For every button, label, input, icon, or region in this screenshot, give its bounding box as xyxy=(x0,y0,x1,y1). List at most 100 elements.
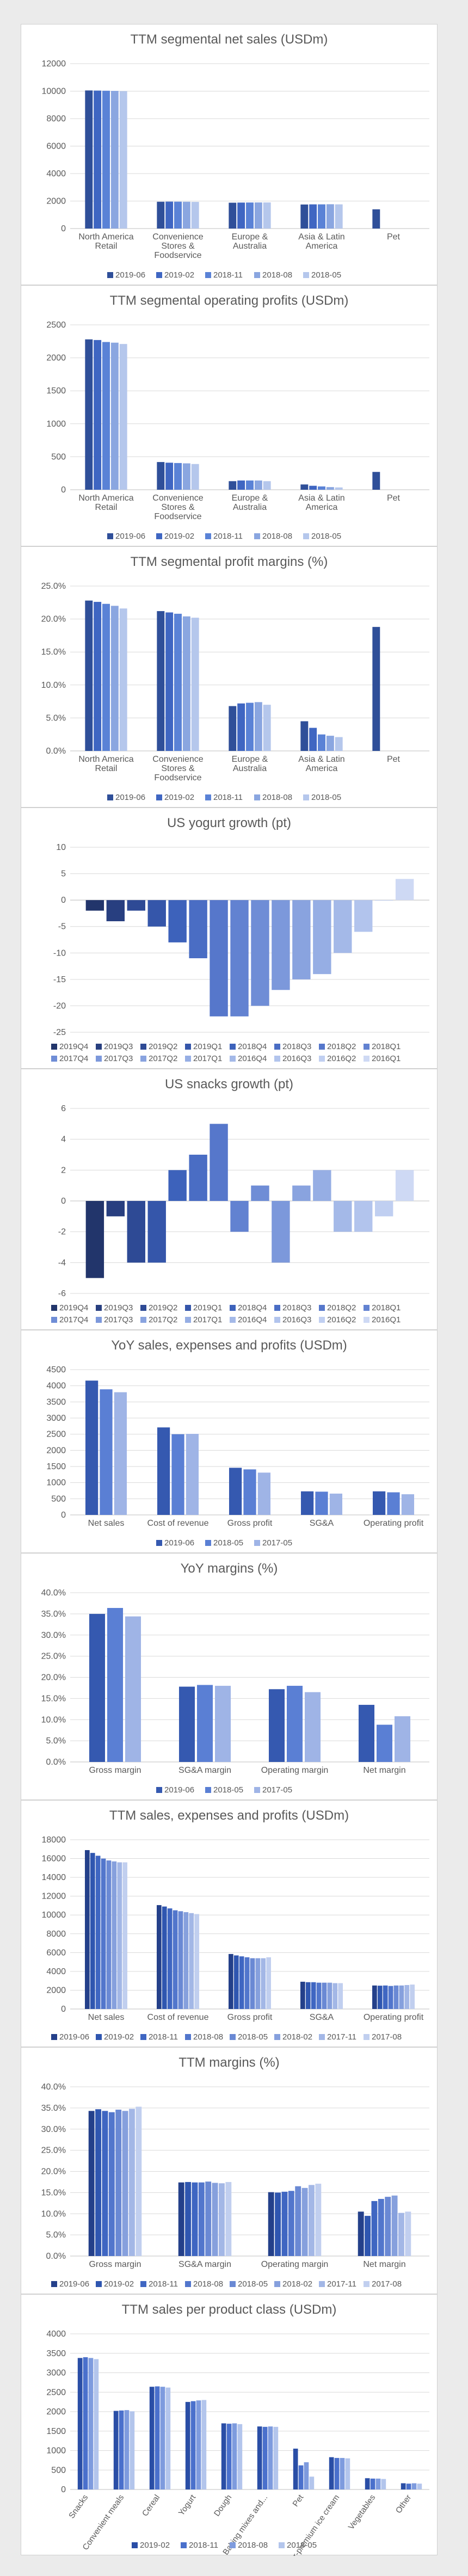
legend-label: 2019Q3 xyxy=(104,1042,133,1051)
bar xyxy=(185,2402,190,2489)
legend-swatch xyxy=(156,1787,162,1793)
y-tick-label: 8000 xyxy=(46,114,66,124)
legend-swatch xyxy=(96,1317,102,1323)
y-tick-label: 10.0% xyxy=(41,2209,66,2218)
legend-swatch xyxy=(319,1056,325,1062)
legend-label: 2019-06 xyxy=(59,2279,89,2289)
bar xyxy=(85,339,93,490)
y-tick-label: 16000 xyxy=(42,1854,66,1864)
y-tick-label: 10.0% xyxy=(41,1715,66,1724)
legend-label: 2019-06 xyxy=(59,2032,89,2042)
y-tick-label: 12000 xyxy=(42,59,66,69)
bar xyxy=(292,900,311,979)
legend-swatch xyxy=(274,1305,280,1311)
bar xyxy=(281,2191,288,2256)
bar xyxy=(394,1716,411,1762)
legend-label: 2019Q1 xyxy=(193,1042,222,1051)
legend-label: 2018-05 xyxy=(287,2541,317,2550)
x-tick-label-line: Gross margin xyxy=(89,2260,141,2269)
chart-panel-7: YoY margins (%) 0.0% 5.0% 10.0% 15.0% 20.0% 25… xyxy=(21,1553,438,1800)
bar xyxy=(298,2465,304,2489)
x-tick-label-line: Operating margin xyxy=(261,1766,329,1775)
legend-swatch xyxy=(319,1305,325,1311)
x-tick-label: Net margin xyxy=(363,1766,405,1775)
bar xyxy=(309,728,317,751)
bar xyxy=(257,1472,271,1515)
legend-label: 2018-08 xyxy=(262,793,292,802)
bar xyxy=(404,1985,410,2009)
bar xyxy=(90,1853,95,2009)
x-tick-label: Europe & Australia xyxy=(232,232,268,251)
legend-label: 2019Q4 xyxy=(59,1303,88,1312)
legend-swatch xyxy=(51,1317,57,1323)
bar xyxy=(183,1912,189,2009)
chart-svg: -6 -4 -2 0 2 4 6 2019Q4 2019Q3 2019Q2 2019Q1 2018Q4… xyxy=(51,1104,429,1324)
bar xyxy=(100,1389,113,1515)
y-tick-label: 25.0% xyxy=(41,582,66,591)
chart-title: TTM sales per product class (USDm) xyxy=(121,2302,337,2317)
bar xyxy=(107,1607,124,1762)
x-tick-label: Operating profit xyxy=(364,2013,424,2022)
y-tick-label: 2500 xyxy=(46,2388,66,2397)
bar xyxy=(329,2457,334,2489)
bar xyxy=(122,1862,128,2009)
bar xyxy=(127,1201,145,1263)
bar xyxy=(300,1491,314,1515)
legend-swatch xyxy=(96,2034,102,2040)
x-tick-label-line: Net margin xyxy=(363,2260,405,2269)
bar xyxy=(316,1982,322,2009)
bar xyxy=(165,612,174,751)
legend-swatch xyxy=(51,1044,57,1050)
x-tick-label-line: Cost of revenue xyxy=(147,2013,209,2022)
bar xyxy=(189,1913,194,2009)
bar xyxy=(272,1201,290,1263)
bar xyxy=(300,721,309,751)
legend-label: 2019-02 xyxy=(164,793,194,802)
x-tick-label: Cost of revenue xyxy=(147,1519,209,1528)
legend-label: 2017-08 xyxy=(372,2279,402,2289)
bar xyxy=(194,1914,200,2009)
x-tick-label: North America Retail xyxy=(78,494,133,512)
x-tick-label-line: Gross margin xyxy=(89,1766,141,1775)
x-tick-label-line: Pet xyxy=(387,755,401,764)
bar xyxy=(94,340,102,490)
x-tick-label-line: Foodservice xyxy=(154,512,201,521)
y-tick-label: 5 xyxy=(61,870,66,879)
y-tick-label: 10000 xyxy=(42,87,66,96)
bar xyxy=(334,2458,340,2489)
bar xyxy=(221,2423,226,2489)
y-tick-label: 5.0% xyxy=(46,2230,66,2240)
legend-swatch xyxy=(51,1056,57,1062)
legend-label: 2018Q2 xyxy=(327,1303,356,1312)
y-tick-label: 35.0% xyxy=(41,2104,66,2113)
x-tick-label-line: Stores & xyxy=(161,503,195,512)
y-tick-label: 6 xyxy=(61,1104,66,1113)
legend-label: 2017Q1 xyxy=(193,1315,222,1324)
bar xyxy=(214,1686,231,1762)
bar xyxy=(372,472,380,490)
y-tick-label: 15.0% xyxy=(41,648,66,657)
x-tick-label: Europe & Australia xyxy=(232,755,268,773)
y-tick-label: 4000 xyxy=(46,2330,66,2339)
y-tick-label: -6 xyxy=(58,1289,66,1298)
bar xyxy=(399,1985,404,2009)
legend-swatch xyxy=(254,533,260,539)
bar xyxy=(232,2423,237,2489)
bar xyxy=(268,2192,274,2256)
x-tick-label: Gross margin xyxy=(89,2260,141,2269)
bar xyxy=(365,2216,371,2256)
bar xyxy=(119,344,127,490)
bar xyxy=(246,202,254,229)
bar xyxy=(110,90,119,229)
bar xyxy=(301,2187,308,2256)
bar xyxy=(85,900,104,911)
chart-svg: -25 -20 -15 -10 -5 0 5 10 2019Q4 2019Q3 2019Q2 2019… xyxy=(51,843,429,1063)
bar xyxy=(162,1906,167,2009)
legend-swatch xyxy=(51,1305,57,1311)
bar xyxy=(358,2211,364,2256)
bar xyxy=(374,900,393,901)
y-tick-label: -15 xyxy=(53,975,66,984)
y-tick-label: 14000 xyxy=(42,1873,66,1882)
bar xyxy=(190,2401,196,2489)
bar xyxy=(406,2483,411,2489)
